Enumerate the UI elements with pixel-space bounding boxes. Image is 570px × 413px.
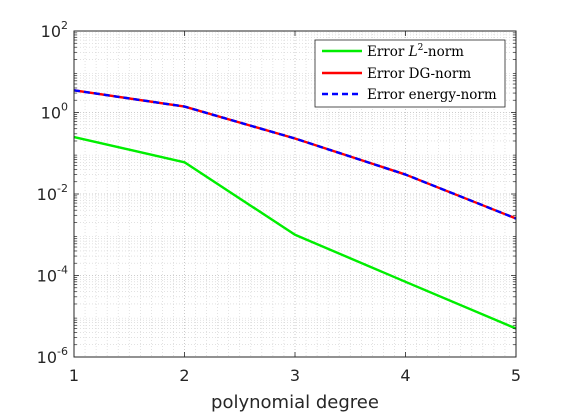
- y-tick-label: 100: [41, 101, 68, 123]
- x-tick-label: 1: [69, 366, 79, 385]
- legend: Error L2-norm Error DG-norm Error energy…: [315, 40, 505, 107]
- y-tick-labels: 10-6 10-4 10-2 100 102: [37, 19, 68, 367]
- x-tick-label: 2: [179, 366, 189, 385]
- x-tick-labels: 1 2 3 4 5: [69, 366, 521, 385]
- legend-label-dg-norm: Error DG-norm: [367, 66, 471, 82]
- legend-label-energy-norm: Error energy-norm: [367, 87, 497, 103]
- x-tick-label: 4: [400, 366, 410, 385]
- x-tick-label: 3: [290, 366, 300, 385]
- y-tick-label: 10-6: [37, 345, 68, 367]
- x-tick-label: 5: [511, 366, 521, 385]
- legend-label-l2-norm: Error L2-norm: [367, 43, 464, 60]
- y-tick-label: 10-2: [37, 182, 68, 204]
- x-axis-label: polynomial degree: [211, 392, 379, 413]
- y-tick-label: 10-4: [37, 264, 68, 286]
- y-tick-label: 102: [41, 19, 68, 41]
